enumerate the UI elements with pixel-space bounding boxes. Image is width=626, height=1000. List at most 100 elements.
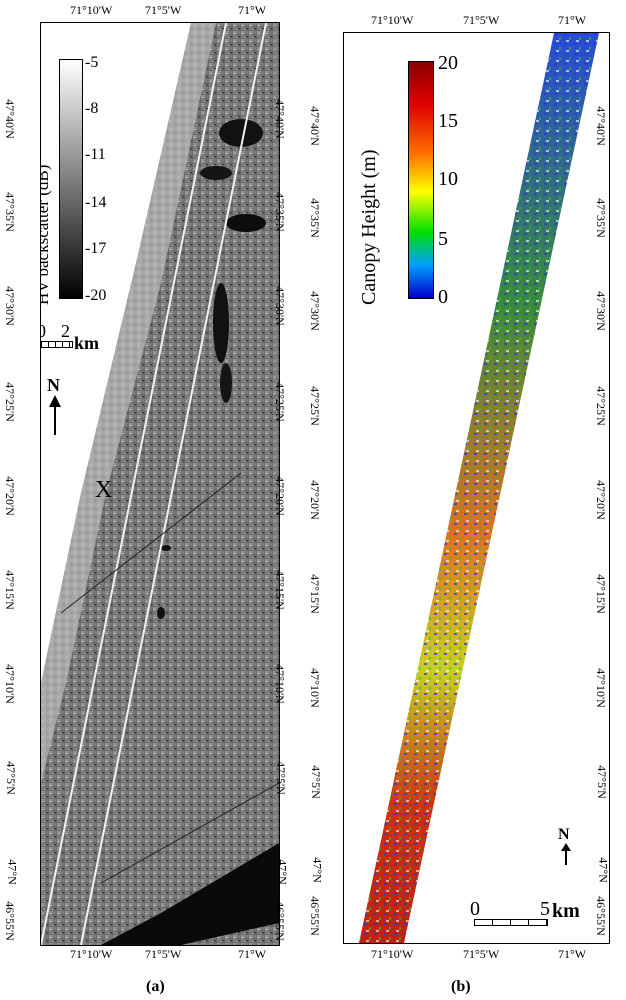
canopy-colorbar-tick: 15 (438, 110, 458, 132)
right-lat-tick: 46°55'N (272, 901, 287, 941)
sar-image (41, 23, 279, 945)
scale-bar-label-left: 0 (470, 898, 480, 920)
hv-colorbar-tick: -14 (85, 194, 107, 211)
lake (157, 607, 165, 619)
lake (213, 283, 229, 363)
scale-bar-label-right: 5 (540, 898, 550, 920)
north-arrow-label: N (558, 826, 570, 843)
canopy-colorbar (408, 61, 434, 299)
left-lat-tick: 46°55'N (307, 896, 322, 936)
hv-colorbar-tick: -5 (85, 54, 99, 71)
top-lon-tick: 71°10'W (70, 3, 113, 17)
left-lat-tick: 47°N (310, 857, 325, 883)
canopy-colorbar-tick: 20 (438, 52, 458, 74)
left-lat-tick: 47°15'N (307, 574, 322, 614)
north-arrow-icon (49, 395, 61, 435)
left-lat-tick: 47°40'N (307, 106, 322, 146)
panel-b-caption: (b) (451, 978, 471, 995)
bottom-lon-tick: 71°5'W (145, 947, 182, 961)
flight-line (80, 23, 267, 945)
road (100, 782, 279, 884)
scale-bar (41, 341, 73, 348)
left-lat-tick: 47°30'N (307, 291, 322, 331)
panel-a-caption: (a) (146, 978, 165, 995)
left-lat-tick: 47°20'N (307, 480, 322, 520)
bottom-lon-tick: 71°5'W (463, 947, 500, 961)
right-lat-tick: 47°40'N (593, 106, 608, 146)
left-lat-tick: 47°N (5, 859, 20, 885)
scale-bar-unit: km (552, 900, 580, 922)
left-lat-tick: 47°10'N (2, 664, 17, 704)
left-lat-tick: 47°25'N (2, 382, 17, 422)
bottom-lon-tick: 71°W (238, 947, 267, 961)
right-lat-tick: 47°30'N (593, 291, 608, 331)
left-lat-tick: 47°15'N (2, 570, 17, 610)
left-lat-tick: 47°25'N (307, 386, 322, 426)
scale-bar-label-right: 2 (61, 321, 70, 341)
hv-colorbar-label: HV backscatter (dB) (40, 164, 52, 305)
canopy-height-image (359, 33, 599, 943)
panel-a: 71°10'W 71°5'W 71°W (2, 3, 290, 995)
lake (226, 214, 266, 232)
hv-colorbar-tick: -20 (85, 287, 107, 304)
right-lat-tick: 47°40'N (272, 99, 287, 139)
right-lat-tick: 47°20'N (272, 476, 287, 516)
north-arrow-label: N (47, 375, 60, 395)
bottom-lon-tick: 71°W (558, 947, 587, 961)
right-lat-tick: 47°25'N (593, 386, 608, 426)
right-lat-tick: 47°5'N (273, 761, 288, 795)
right-lat-tick: 47°N (275, 859, 290, 885)
top-lon-tick: 71°5'W (145, 3, 182, 17)
left-lat-tick: 47°35'N (307, 198, 322, 238)
left-lat-tick: 47°5'N (308, 765, 323, 799)
lake (161, 545, 171, 551)
lake (219, 119, 263, 147)
panel-b: 71°10'W 71°5'W 71°W (308, 0, 626, 1000)
left-lat-tick: 47°35'N (2, 192, 17, 232)
canopy-map-frame: Canopy Height (m) 20 15 10 5 0 N 0 5 km (343, 32, 610, 944)
left-lat-tick: 47°40'N (2, 99, 17, 139)
left-lat-tick: 47°5'N (3, 761, 18, 795)
top-lon-tick: 71°W (558, 13, 587, 27)
flight-line (41, 23, 227, 945)
lake (200, 166, 232, 180)
right-lat-tick: 47°35'N (593, 198, 608, 238)
right-lat-tick: 47°15'N (593, 574, 608, 614)
lake (220, 363, 232, 403)
hv-colorbar (59, 59, 83, 299)
right-lat-tick: 47°35'N (272, 192, 287, 232)
location-marker: X (95, 477, 113, 503)
left-lat-tick: 47°20'N (2, 476, 17, 516)
hv-colorbar-tick: -11 (85, 146, 106, 163)
right-lat-tick: 47°N (596, 857, 611, 883)
right-lat-tick: 47°25'N (272, 382, 287, 422)
left-lat-tick: 47°30'N (2, 286, 17, 326)
canopy-colorbar-tick: 10 (438, 168, 458, 190)
left-lat-tick: 46°55'N (2, 901, 17, 941)
hv-colorbar-tick: -8 (85, 100, 99, 117)
bottom-lon-tick: 71°10'W (70, 947, 113, 961)
sar-map-frame: HV backscatter (dB) -5 -8 -11 -14 -17 -2… (40, 22, 280, 946)
top-lon-tick: 71°5'W (463, 13, 500, 27)
river (101, 843, 279, 945)
scale-bar (474, 919, 548, 926)
right-lat-tick: 47°10'N (593, 668, 608, 708)
canopy-colorbar-tick: 0 (438, 286, 448, 308)
scale-bar-label-left: 0 (41, 322, 46, 340)
right-lat-tick: 46°55'N (593, 896, 608, 936)
left-lat-tick: 47°10'N (307, 668, 322, 708)
north-arrow-icon (561, 843, 571, 865)
right-lat-tick: 47°15'N (272, 570, 287, 610)
right-lat-tick: 47°20'N (593, 480, 608, 520)
canopy-colorbar-label: Canopy Height (m) (358, 149, 380, 305)
top-lon-tick: 71°W (238, 3, 267, 17)
right-lat-tick: 47°5'N (594, 765, 609, 799)
top-lon-tick: 71°10'W (371, 13, 414, 27)
right-lat-tick: 47°10'N (272, 664, 287, 704)
road (60, 472, 242, 614)
scale-bar-unit: km (74, 333, 100, 353)
canopy-colorbar-tick: 5 (438, 228, 448, 250)
hv-colorbar-tick: -17 (85, 240, 107, 257)
right-lat-tick: 47°30'N (272, 286, 287, 326)
bottom-lon-tick: 71°10'W (371, 947, 414, 961)
